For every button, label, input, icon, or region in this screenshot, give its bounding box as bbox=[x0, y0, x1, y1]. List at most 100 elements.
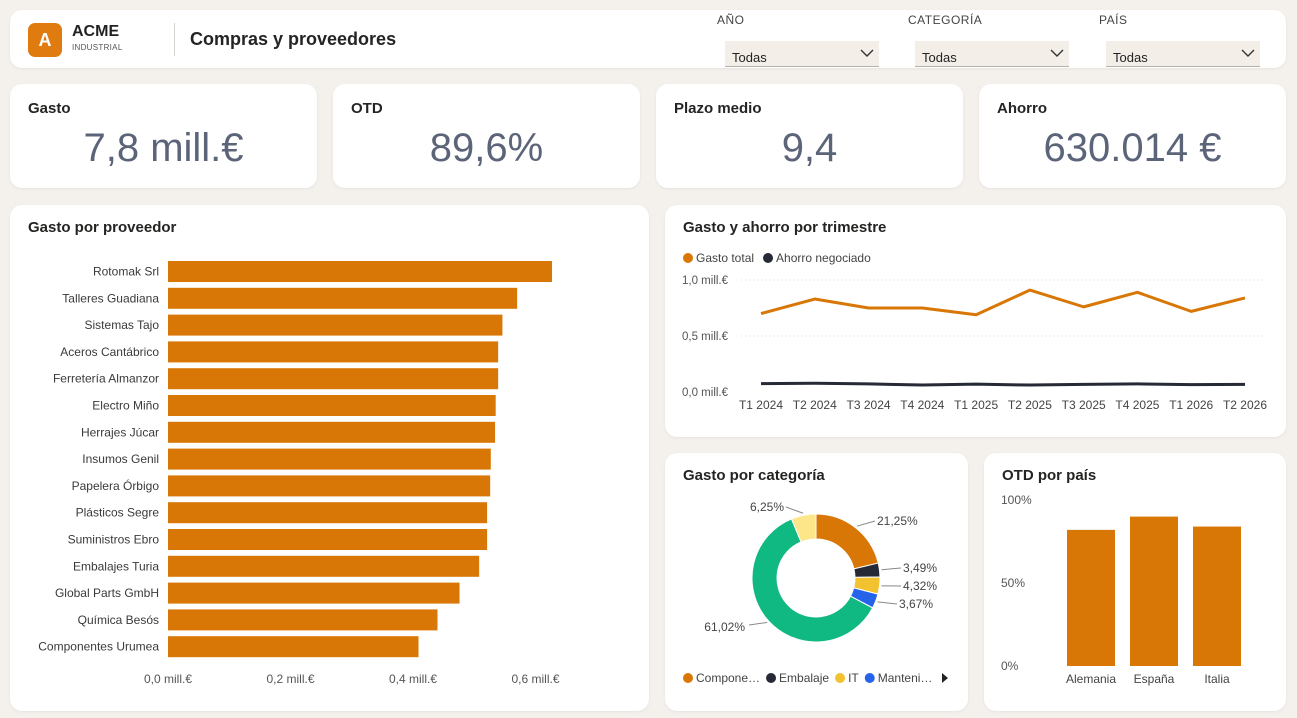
supplier-bar-chart: Rotomak Srl Talleres Guadiana Sistemas Taj… bbox=[38, 261, 560, 686]
data-label: 4,32% bbox=[903, 579, 937, 593]
brand-subtitle: INDUSTRIAL bbox=[72, 43, 123, 52]
kpi-card-spend: Gasto 7,8 mill.€ bbox=[10, 84, 317, 188]
bar-1 bbox=[168, 287, 518, 309]
x-tick-label: T2 2025 bbox=[1008, 398, 1052, 412]
bar-4 bbox=[168, 368, 499, 390]
x-tick-label: 0,0 mill.€ bbox=[144, 672, 192, 686]
filter-select-year[interactable]: Todas bbox=[725, 41, 879, 67]
x-tick-label: 0,6 mill.€ bbox=[511, 672, 559, 686]
quarter-chart-card: Gasto y ahorro por trimestre Gasto total… bbox=[665, 205, 1286, 437]
y-tick-label: 50% bbox=[1001, 576, 1025, 590]
bar-label: Papelera Órbigo bbox=[72, 478, 160, 493]
kpi-value: 9,4 bbox=[781, 126, 838, 170]
donut-slice-0 bbox=[751, 518, 874, 643]
header-divider bbox=[174, 23, 175, 56]
legend-marker bbox=[683, 253, 693, 263]
y-tick-label: 100% bbox=[1001, 493, 1032, 507]
leader-line bbox=[856, 520, 876, 527]
kpi-label: Plazo medio bbox=[674, 100, 762, 117]
bar-0 bbox=[1067, 529, 1115, 666]
kpi-card-otd: OTD 89,6% bbox=[333, 84, 640, 188]
legend-marker bbox=[766, 673, 777, 683]
bar-11 bbox=[168, 555, 480, 577]
bar-9 bbox=[168, 502, 488, 524]
data-label: 6,25% bbox=[750, 500, 784, 514]
x-tick-label: T4 2025 bbox=[1115, 398, 1159, 412]
legend-marker bbox=[763, 253, 774, 263]
filter-label-category: CATEGORÍA bbox=[908, 13, 983, 27]
legend-label: Ahorro negociado bbox=[776, 251, 871, 265]
x-tick-label: T2 2024 bbox=[793, 398, 837, 412]
kpi-card-savings: Ahorro 630.014 € bbox=[979, 84, 1286, 188]
country-chart-card: OTD por país 0% 50% 100% Alemania España Ital… bbox=[984, 453, 1286, 711]
bar-8 bbox=[168, 475, 491, 497]
legend-label: IT bbox=[848, 671, 859, 685]
kpi-label: Gasto bbox=[28, 100, 71, 117]
chart-title: Gasto y ahorro por trimestre bbox=[683, 219, 887, 236]
x-tick-label: T4 2024 bbox=[900, 398, 944, 412]
brand-logo-icon: A bbox=[28, 23, 62, 57]
data-label: 61,02% bbox=[704, 620, 745, 634]
data-label: 3,67% bbox=[899, 597, 933, 611]
legend-next-arrow-icon[interactable] bbox=[942, 673, 948, 683]
bar-2 bbox=[168, 314, 503, 336]
leader-line bbox=[785, 506, 804, 514]
category-donut-chart: 21,25% 3,49% 4,32% 3,67% 61,02% 6,25% Compone…… bbox=[683, 500, 948, 685]
bar-label: Rotomak Srl bbox=[93, 265, 159, 279]
brand-name: ACME bbox=[72, 23, 120, 40]
x-tick-label: España bbox=[1134, 672, 1175, 686]
chart-title: Gasto por categoría bbox=[683, 467, 825, 484]
legend-label: Manteni… bbox=[878, 671, 933, 685]
bar-13 bbox=[168, 609, 438, 631]
bar-label: Global Parts GmbH bbox=[55, 586, 159, 600]
filter-label-country: PAÍS bbox=[1099, 13, 1128, 27]
bar-label: Embalajes Turia bbox=[73, 559, 159, 573]
data-label: 3,49% bbox=[903, 561, 937, 575]
legend-marker bbox=[835, 673, 846, 683]
legend-marker bbox=[683, 673, 693, 683]
bar-2 bbox=[1193, 526, 1241, 666]
x-tick-label: T1 2024 bbox=[739, 398, 783, 412]
series-line-0 bbox=[760, 288, 1246, 317]
bar-label: Plásticos Segre bbox=[76, 506, 160, 520]
y-tick-label: 1,0 mill.€ bbox=[682, 275, 729, 287]
leader-line bbox=[877, 601, 898, 605]
bar-label: Ferretería Almanzor bbox=[53, 372, 159, 386]
bar-label: Suministros Ebro bbox=[68, 533, 160, 547]
x-tick-label: T2 2026 bbox=[1223, 398, 1267, 412]
chevron-down-icon bbox=[1241, 49, 1255, 57]
bar-label: Aceros Cantábrico bbox=[60, 345, 159, 359]
leader-line bbox=[748, 621, 768, 626]
y-tick-label: 0,0 mill.€ bbox=[682, 387, 729, 399]
x-tick-label: T3 2025 bbox=[1062, 398, 1106, 412]
filter-label-year: AÑO bbox=[717, 13, 745, 27]
bar-7 bbox=[168, 448, 491, 470]
legend-marker bbox=[864, 673, 875, 683]
bar-3 bbox=[168, 341, 499, 363]
supplier-chart-card: Gasto por proveedor Rotomak Srl Talleres … bbox=[10, 205, 649, 711]
bar-12 bbox=[168, 582, 460, 604]
chart-title: OTD por país bbox=[1002, 467, 1097, 484]
bar-label: Electro Miño bbox=[92, 399, 159, 413]
x-tick-label: Alemania bbox=[1066, 672, 1116, 686]
quarter-line-chart: Gasto total Ahorro negociado 0,0 mill.€ 0,5… bbox=[682, 251, 1267, 412]
country-bar-chart: 0% 50% 100% Alemania España Italia bbox=[1001, 493, 1241, 686]
bar-5 bbox=[168, 395, 496, 416]
chevron-down-icon bbox=[1050, 49, 1064, 57]
x-tick-label: 0,2 mill.€ bbox=[266, 672, 314, 686]
bar-label: Insumos Genil bbox=[82, 452, 159, 466]
x-tick-label: T1 2026 bbox=[1169, 398, 1213, 412]
kpi-label: OTD bbox=[351, 100, 383, 117]
bar-label: Sistemas Tajo bbox=[85, 318, 160, 332]
data-label: 21,25% bbox=[877, 514, 918, 528]
bar-label: Química Besós bbox=[78, 613, 159, 627]
chevron-down-icon bbox=[860, 49, 874, 57]
chart-title: Gasto por proveedor bbox=[28, 219, 177, 236]
filter-select-category[interactable]: Todas bbox=[915, 41, 1069, 67]
page-title: Compras y proveedores bbox=[190, 29, 397, 49]
kpi-value: 89,6% bbox=[429, 126, 544, 170]
bar-6 bbox=[168, 421, 496, 443]
filter-select-country[interactable]: Todas bbox=[1106, 41, 1260, 67]
x-tick-label: T3 2024 bbox=[847, 398, 891, 412]
kpi-card-lead-time: Plazo medio 9,4 bbox=[656, 84, 963, 188]
